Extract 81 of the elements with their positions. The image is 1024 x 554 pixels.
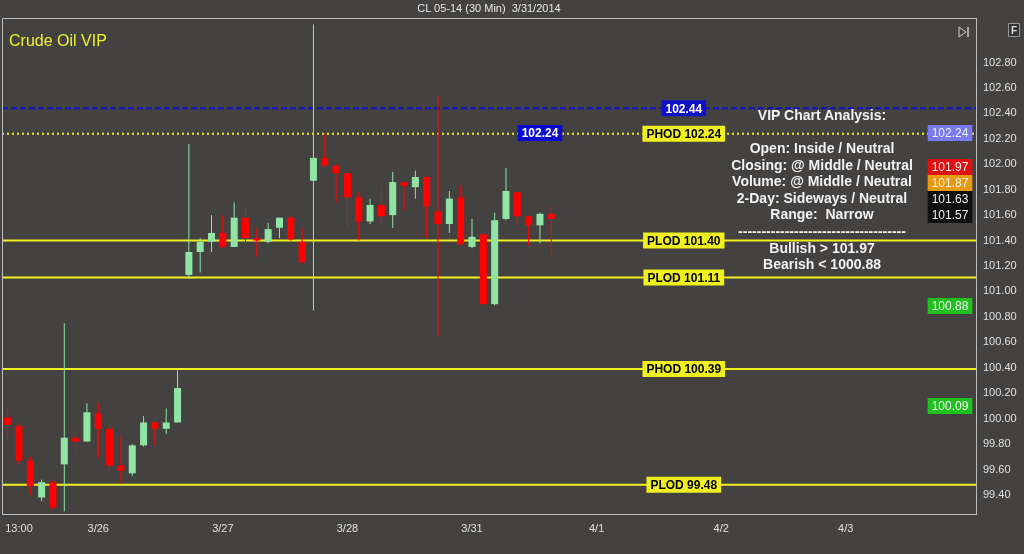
y-tick-label: 100.80 xyxy=(983,309,1017,322)
annotation: 100.09 xyxy=(931,399,969,414)
candlestick xyxy=(547,205,555,256)
ref-line-label: PHOD 102.24 xyxy=(646,127,722,142)
y-tick-label: 100.00 xyxy=(983,411,1017,424)
y-tick-label: 102.00 xyxy=(983,157,1017,170)
text: F xyxy=(1010,24,1018,36)
annotation: ------------------------------------ xyxy=(738,223,907,240)
candlestick xyxy=(321,133,329,168)
x-tick-label: 3/31 xyxy=(461,521,483,534)
candlestick xyxy=(117,435,125,484)
candlestick xyxy=(434,95,442,337)
candlestick xyxy=(196,237,204,273)
ref-line-label: PLOD 101.11 xyxy=(647,270,721,285)
x-tick-label: 4/3 xyxy=(838,521,854,534)
annotation: 101.57 xyxy=(931,208,969,223)
ref-line-label: PLOD 101.40 xyxy=(647,233,721,248)
y-tick-label: 99.60 xyxy=(983,462,1011,475)
annotation: 100.88 xyxy=(931,299,969,314)
chart-title: CL 05-14 (30 Min) 3/31/2014 xyxy=(417,2,561,15)
annotation: Bearish < 1000.88 xyxy=(763,256,882,273)
y-tick-label: 101.20 xyxy=(983,259,1017,272)
candlestick xyxy=(162,407,170,435)
y-tick-label: 102.80 xyxy=(983,55,1017,68)
candlestick xyxy=(525,215,533,247)
y-tick-label: 101.80 xyxy=(983,182,1017,195)
y-tick-label: 99.40 xyxy=(983,487,1011,500)
candlestick xyxy=(38,479,46,502)
candlestick xyxy=(411,170,419,200)
annotation: Open: Inside / Neutral xyxy=(749,140,895,157)
annotation: VIP Chart Analysis: xyxy=(757,106,887,123)
candlestick xyxy=(72,430,80,455)
x-tick-label: 3/26 xyxy=(87,521,109,534)
candlestick xyxy=(400,181,408,211)
annotation: 102.24 xyxy=(931,126,969,141)
y-tick-label: 102.20 xyxy=(983,131,1017,144)
y-tick-label: 101.40 xyxy=(983,233,1017,246)
candlestick xyxy=(185,143,193,280)
candlestick xyxy=(332,163,340,203)
candlestick xyxy=(253,227,261,258)
y-tick-label: 102.60 xyxy=(983,80,1017,93)
candlestick xyxy=(287,215,295,242)
x-tick-label: 13:00 xyxy=(5,521,33,534)
annotation: 102.24 xyxy=(521,126,559,141)
annotation: Range: Narrow xyxy=(770,206,874,223)
y-tick-label: 101.00 xyxy=(983,284,1017,297)
x-tick-label: 4/1 xyxy=(588,521,605,534)
text: Crude Oil VIP xyxy=(9,32,107,50)
x-tick-label: 4/2 xyxy=(713,521,729,534)
annotation: Volume: @ Middle / Neutral xyxy=(732,173,912,190)
y-tick-label: 100.40 xyxy=(983,360,1017,373)
candlestick xyxy=(309,23,317,312)
ref-line-label: PLOD 99.48 xyxy=(650,478,718,493)
y-tick-label: 101.60 xyxy=(983,208,1017,221)
y-tick-label: 99.80 xyxy=(983,437,1011,450)
annotation: Bullish > 101.97 xyxy=(769,239,875,256)
x-tick-label: 3/28 xyxy=(336,521,359,534)
ref-line-label: PHOD 100.39 xyxy=(646,362,722,377)
annotation: 2-Day: Sideways / Neutral xyxy=(736,189,908,206)
candlestick xyxy=(298,227,306,264)
annotation: 101.87 xyxy=(931,176,969,191)
y-tick-label: 102.40 xyxy=(983,106,1017,119)
candlestick xyxy=(151,420,159,446)
candlestick xyxy=(468,218,476,249)
annotation: Closing: @ Middle / Neutral xyxy=(731,156,913,173)
annotation: 101.63 xyxy=(931,192,969,207)
candlestick xyxy=(377,186,385,225)
y-tick-label: 100.20 xyxy=(983,386,1017,399)
candlestick xyxy=(366,198,374,225)
candlestick xyxy=(241,207,250,245)
candlestick xyxy=(219,214,227,249)
candlestick xyxy=(140,415,148,448)
annotation: 101.97 xyxy=(931,160,969,175)
y-tick-label: 100.60 xyxy=(983,335,1017,348)
candlestick xyxy=(4,407,12,439)
candlestick xyxy=(536,212,544,244)
candlestick xyxy=(94,402,102,459)
candlestick xyxy=(208,214,216,253)
ref-line-label: 102.44 xyxy=(665,101,703,116)
x-tick-label: 3/27 xyxy=(212,521,234,534)
candlestick xyxy=(264,222,272,244)
